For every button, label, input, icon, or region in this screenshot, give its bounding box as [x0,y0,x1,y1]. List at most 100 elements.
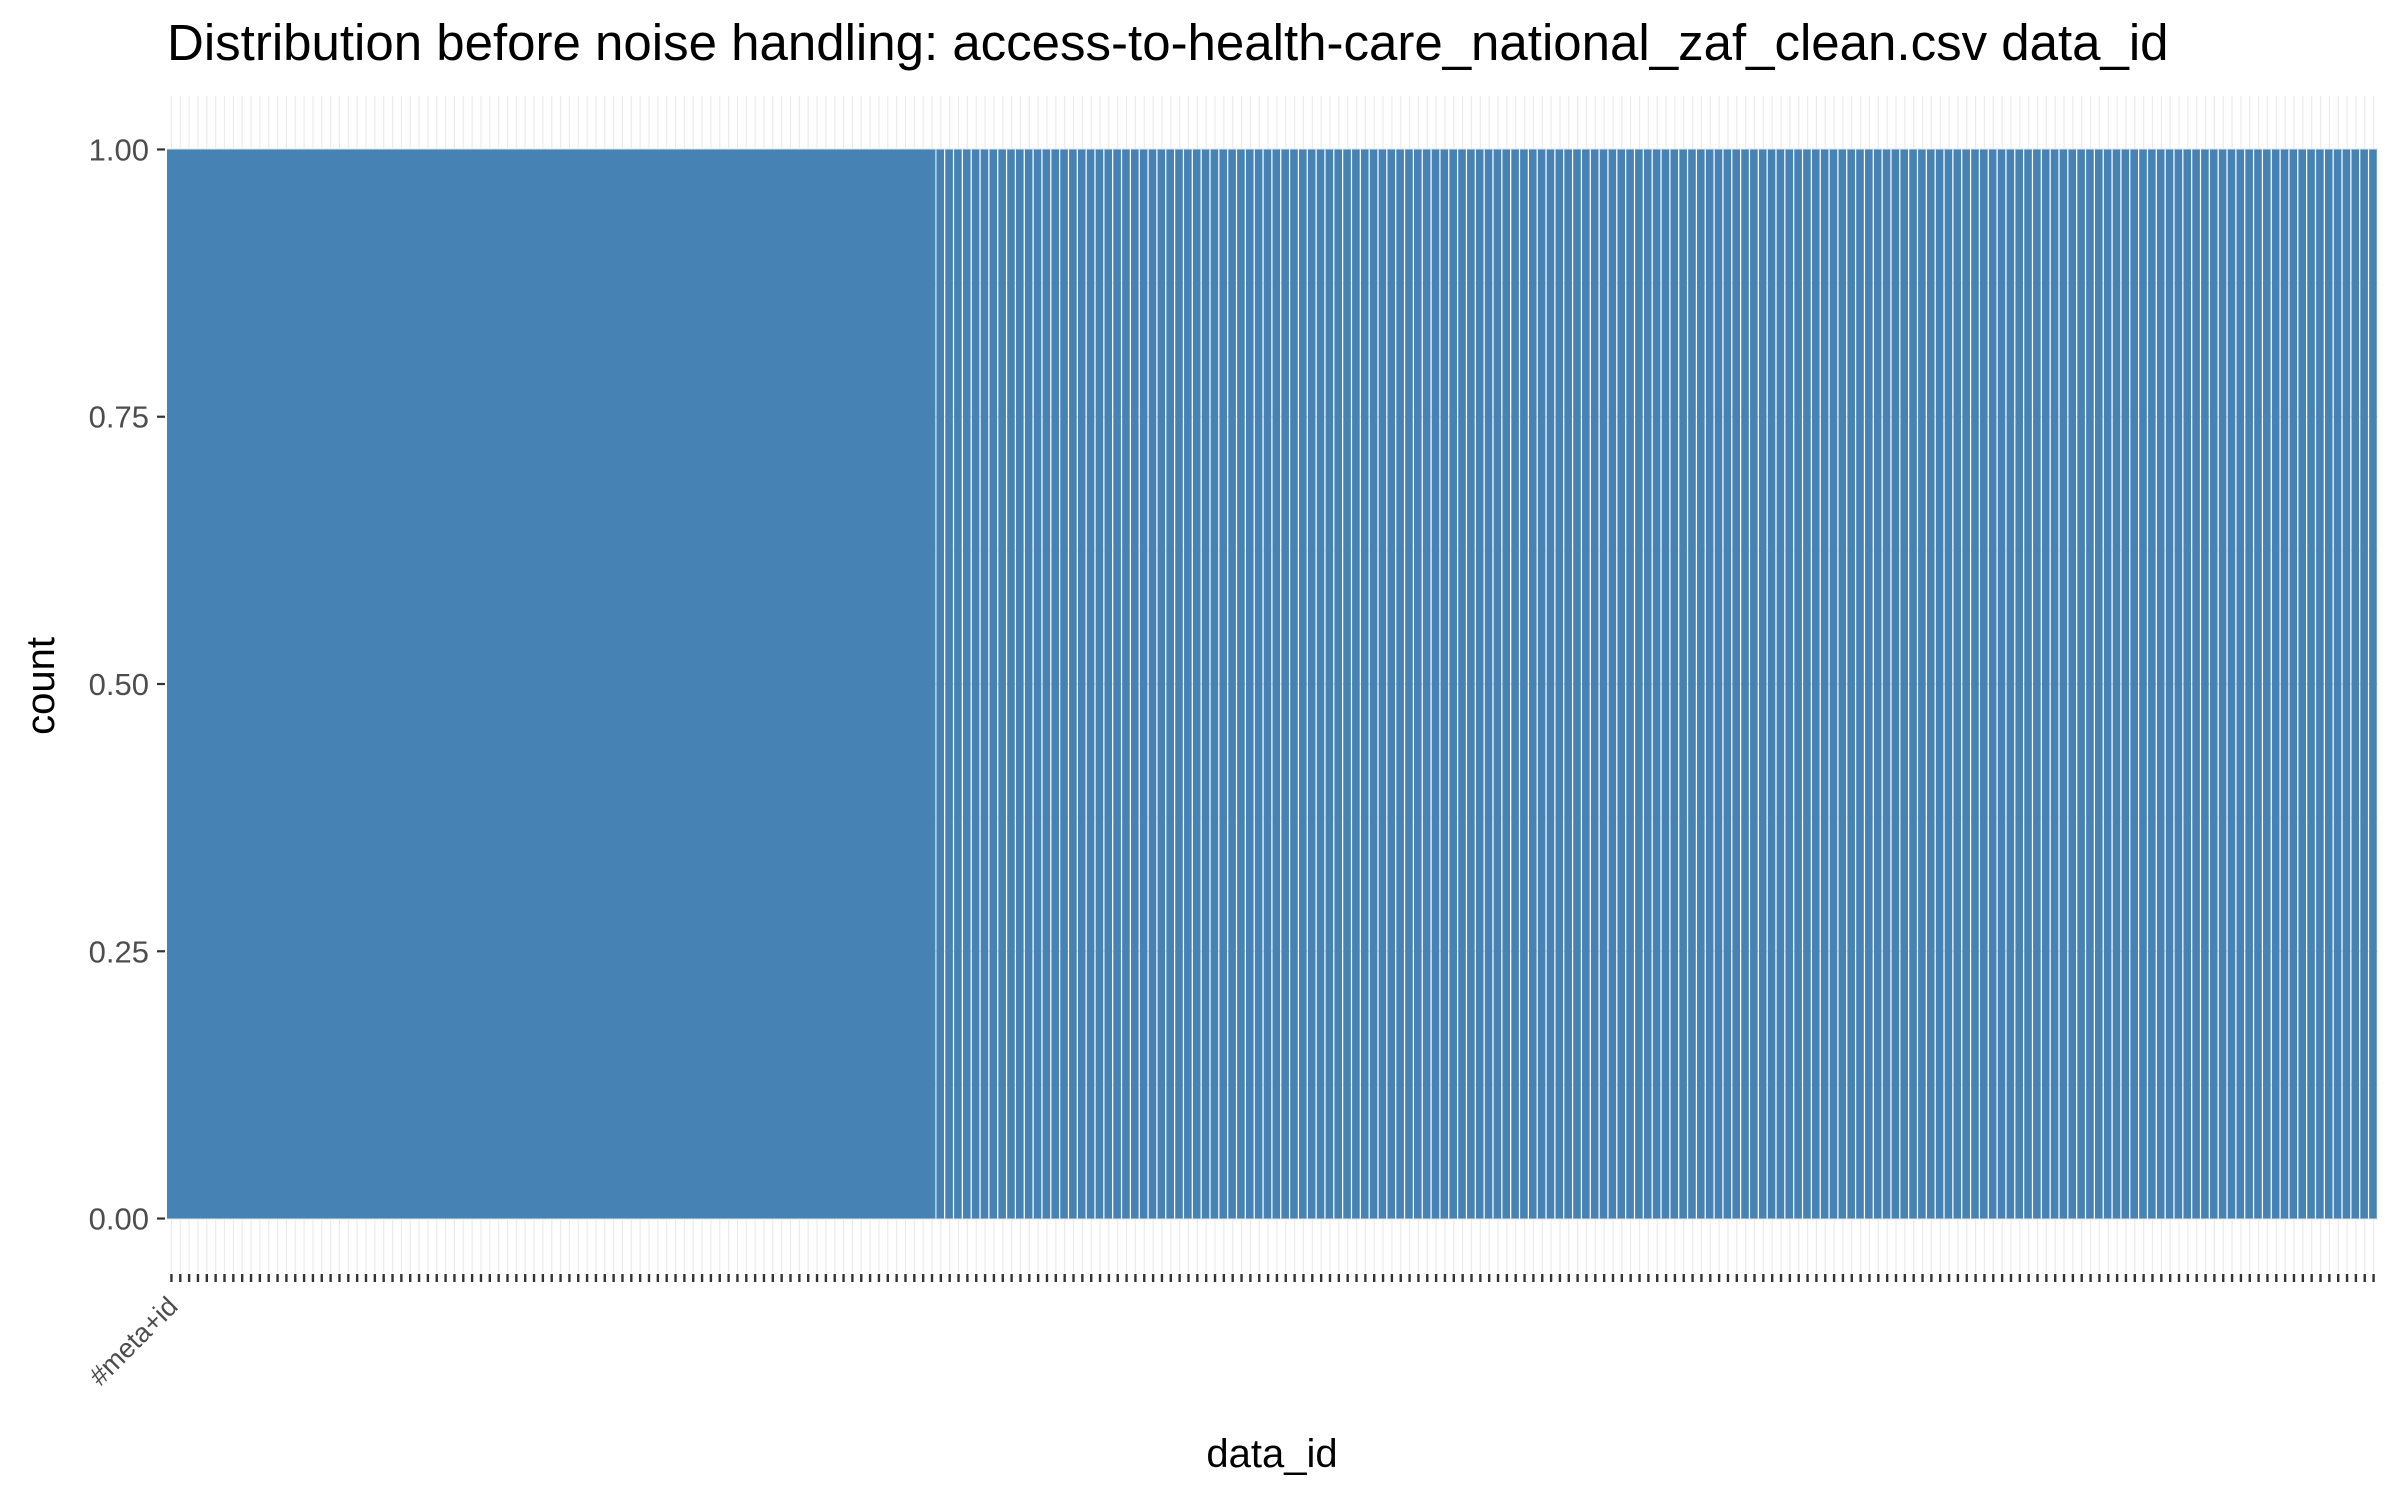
bar [1776,149,1785,1219]
bar [2094,149,2103,1219]
bar [1838,149,1847,1219]
bar [1767,149,1776,1219]
bar [1635,149,1643,1219]
bar [1582,149,1590,1219]
bar [1033,149,1042,1219]
bar [1803,149,1811,1219]
bar [2360,149,2368,1219]
bar [1449,149,1457,1219]
bar [1980,149,1988,1219]
bar [2324,149,2333,1219]
bar [1060,149,1068,1219]
bar [962,149,971,1219]
y-tick-label: 0.00 [89,1202,149,1237]
bar [1997,149,2006,1219]
bar [2201,149,2209,1219]
bar [1299,149,1307,1219]
bar [2024,149,2032,1219]
bar [1245,149,1254,1219]
bar [1148,149,1157,1219]
bar [1325,149,1334,1219]
bar [1626,149,1634,1219]
bar [1546,149,1555,1219]
bar [1007,149,1015,1219]
bar [1458,149,1466,1219]
bar [1811,149,1820,1219]
bar [1184,149,1192,1219]
bar [1290,149,1298,1219]
bar [2041,149,2050,1219]
bar [1820,149,1829,1219]
bar [1935,149,1944,1219]
bar [2015,149,2024,1219]
bar [1281,149,1289,1219]
bar [1130,149,1139,1219]
bar [1378,149,1387,1219]
bar [1387,149,1396,1219]
bar [1113,149,1121,1219]
bar [1758,149,1767,1219]
bar [2174,149,2183,1219]
bar-first-category [167,149,936,1219]
bar [1431,149,1440,1219]
bar [1484,149,1493,1219]
bar [1016,149,1024,1219]
bar [1369,149,1378,1219]
bar [1396,149,1404,1219]
bar [1175,149,1183,1219]
bar [1617,149,1626,1219]
bar [1679,149,1687,1219]
bar [1077,149,1086,1219]
bar [1697,149,1705,1219]
bar [2050,149,2059,1219]
bar [1511,149,1519,1219]
bar [980,149,989,1219]
bar [2086,149,2094,1219]
bar [2192,149,2200,1219]
y-tick-label: 0.50 [89,667,149,702]
bar [1909,149,1917,1219]
bar [998,149,1006,1219]
bar [1502,149,1511,1219]
bar [1157,149,1166,1219]
bar [1237,149,1245,1219]
bar [1926,149,1935,1219]
bar [1599,149,1608,1219]
bar [2289,149,2298,1219]
bar [1573,149,1581,1219]
bar [1714,149,1723,1219]
bar [2148,149,2156,1219]
bar [1590,149,1599,1219]
bar [1139,149,1148,1219]
bar [1352,149,1360,1219]
bar [1785,149,1794,1219]
bar [2077,149,2085,1219]
bar [1847,149,1855,1219]
bar [2227,149,2236,1219]
bar [1608,149,1617,1219]
bar [1086,149,1095,1219]
bar [1440,149,1449,1219]
bar [2112,149,2121,1219]
bar [1953,149,1962,1219]
bar [1705,149,1714,1219]
y-tick-label: 1.00 [89,132,149,167]
bar [1900,149,1909,1219]
bar [2156,149,2165,1219]
bar [1891,149,1900,1219]
x-axis-title: data_id [1206,1432,1337,1476]
bar [2298,149,2307,1219]
bar [1095,149,1104,1219]
bar [1343,149,1351,1219]
y-tick-label: 0.25 [89,934,149,969]
bar [2342,149,2351,1219]
bar [1405,149,1413,1219]
bar [2121,149,2130,1219]
bar [945,149,953,1219]
bar [936,149,945,1219]
bar [1988,149,1997,1219]
bar [1652,149,1661,1219]
bar [1024,149,1033,1219]
bar [1537,149,1546,1219]
